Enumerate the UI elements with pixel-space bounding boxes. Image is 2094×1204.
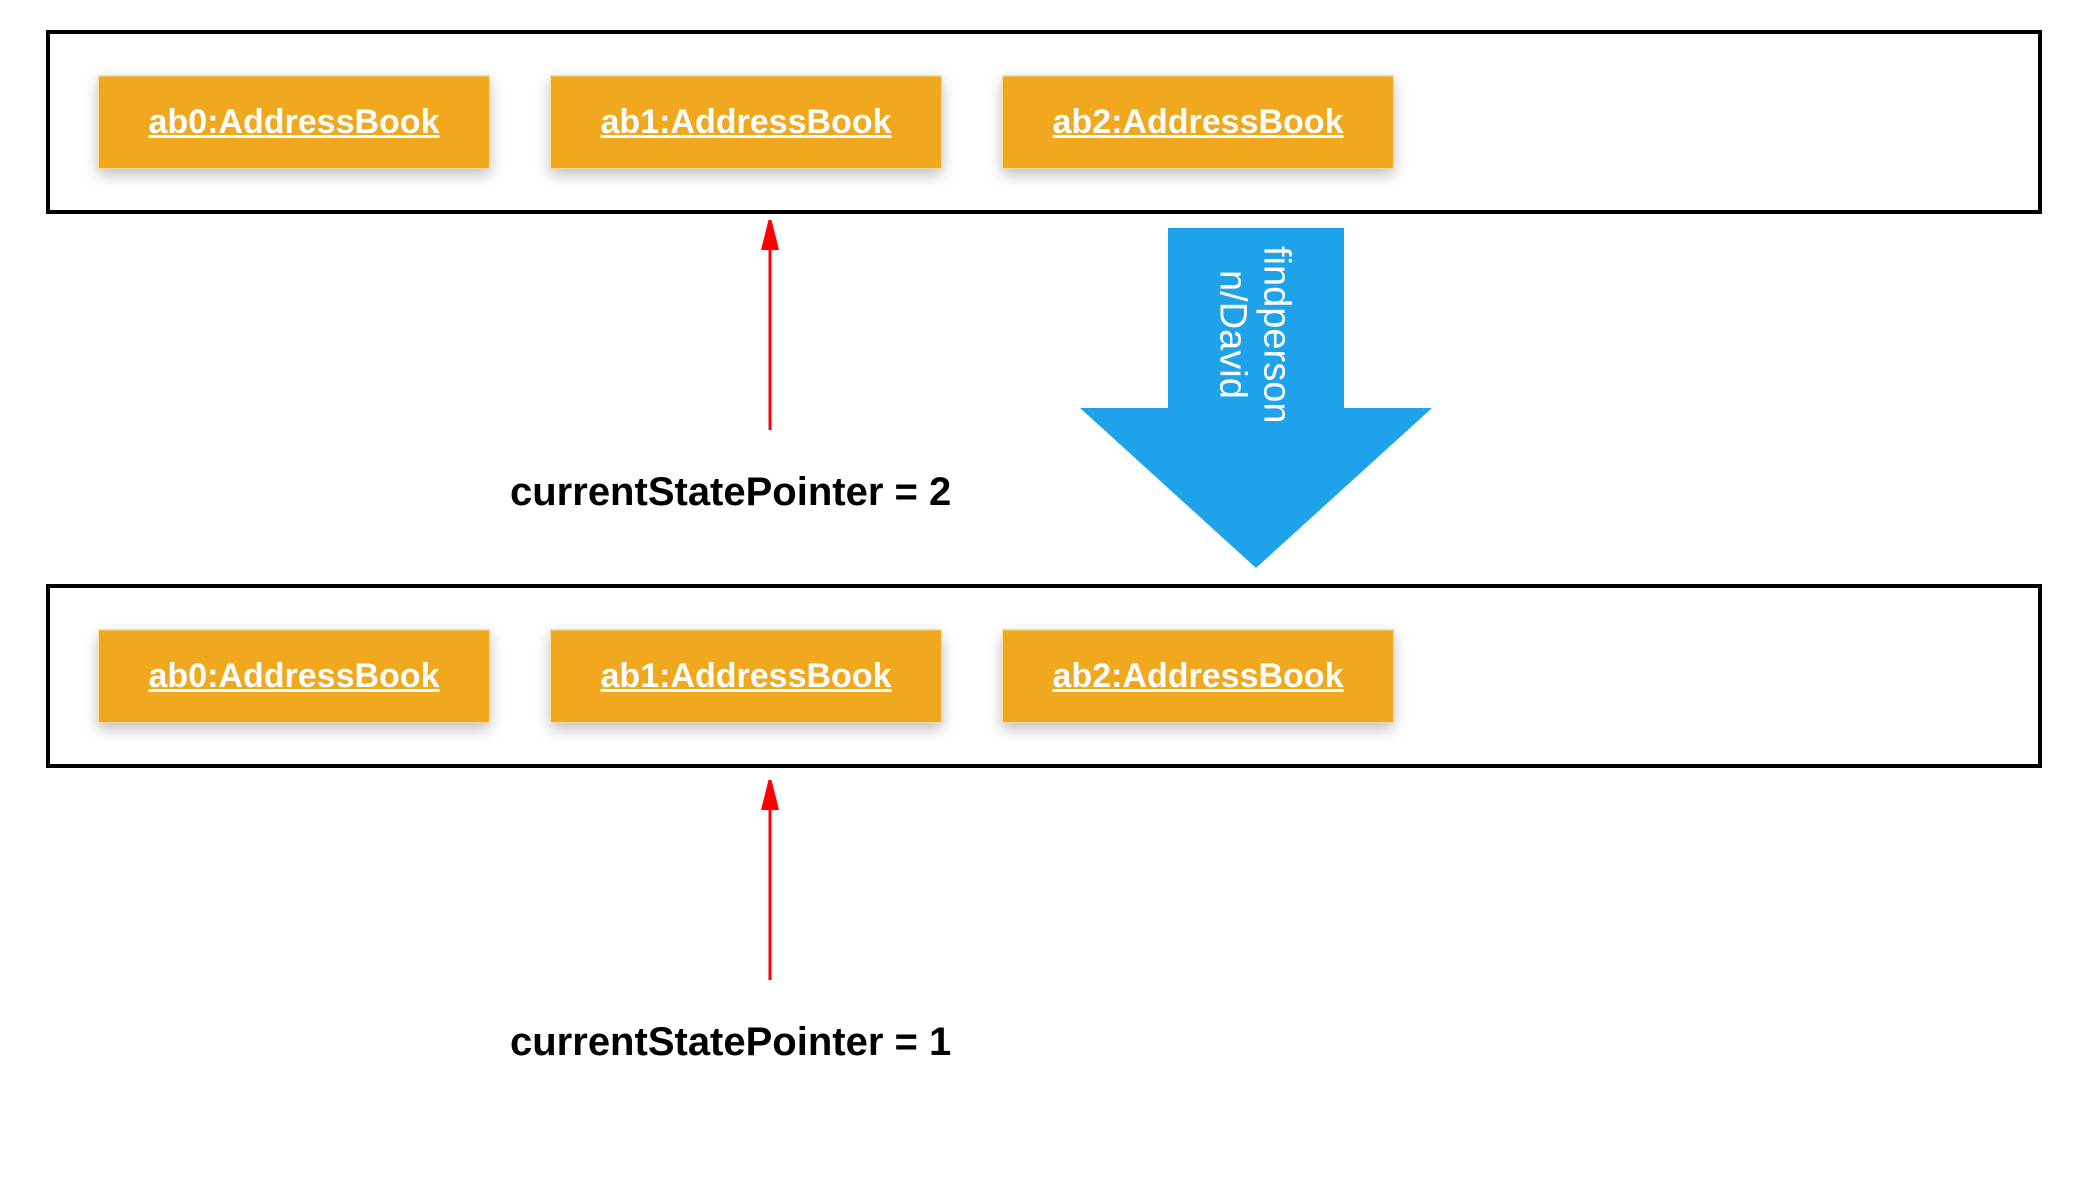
state-container-top: ab0:AddressBook ab1:AddressBook ab2:Addr… <box>46 30 2042 214</box>
state-box-label: ab2:AddressBook <box>1053 657 1344 696</box>
state-box-label: ab1:AddressBook <box>601 103 892 142</box>
transition-arrow: findperson n/David <box>1080 228 1432 568</box>
state-box-ab0-bottom: ab0:AddressBook <box>98 629 490 723</box>
state-box-label: ab0:AddressBook <box>149 103 440 142</box>
pointer-arrow-top <box>754 220 786 440</box>
state-box-ab0-top: ab0:AddressBook <box>98 75 490 169</box>
state-box-ab2-top: ab2:AddressBook <box>1002 75 1394 169</box>
state-box-label: ab0:AddressBook <box>149 657 440 696</box>
state-box-ab1-top: ab1:AddressBook <box>550 75 942 169</box>
pointer-label-top: currentStatePointer = 2 <box>510 470 951 515</box>
state-box-ab2-bottom: ab2:AddressBook <box>1002 629 1394 723</box>
pointer-label-bottom: currentStatePointer = 1 <box>510 1020 951 1065</box>
state-container-bottom: ab0:AddressBook ab1:AddressBook ab2:Addr… <box>46 584 2042 768</box>
state-box-ab1-bottom: ab1:AddressBook <box>550 629 942 723</box>
pointer-label-text: currentStatePointer = 1 <box>510 1020 951 1064</box>
state-box-label: ab2:AddressBook <box>1053 103 1344 142</box>
transition-arrow-label: findperson n/David <box>1210 246 1297 423</box>
state-box-label: ab1:AddressBook <box>601 657 892 696</box>
pointer-label-text: currentStatePointer = 2 <box>510 470 951 514</box>
pointer-arrow-bottom <box>754 780 786 990</box>
